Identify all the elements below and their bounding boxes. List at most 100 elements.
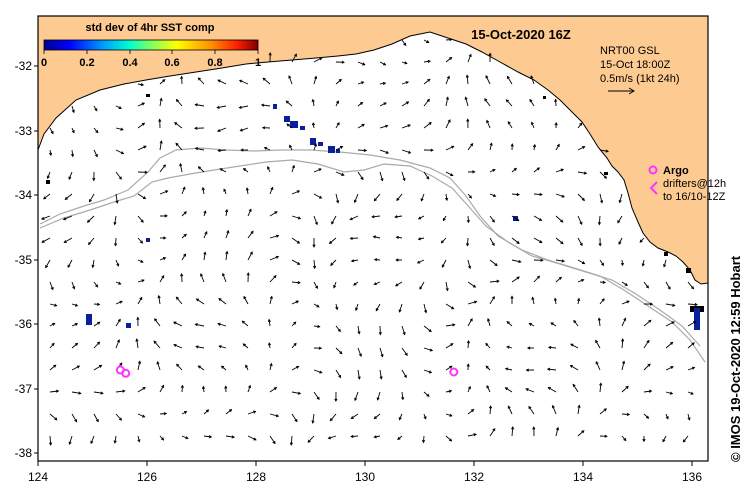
current-vector-head [100,391,104,395]
argo-legend-line2: to 16/10-12Z [663,191,726,203]
current-vector-head [161,384,165,388]
current-vector [49,390,59,393]
current-vector-head [473,300,478,304]
current-vector-head [239,128,243,132]
current-vector [533,167,540,173]
current-vector [291,215,301,219]
current-vector [466,237,469,246]
current-vector [67,259,73,268]
current-vector [114,215,117,225]
current-vector [87,215,95,223]
current-vector-head [217,148,221,153]
current-vector [467,301,477,305]
colorbar-tick: 0 [41,57,47,69]
current-vector [577,122,583,129]
current-vector [555,259,565,262]
current-vector [350,215,359,221]
current-vector [286,100,293,107]
current-vector-head [547,387,551,390]
current-vector-head [154,318,158,322]
current-vector-head [440,240,444,244]
current-vector [93,365,102,371]
current-vector-head [427,78,431,82]
current-vector [552,405,557,415]
current-vector-head [402,331,406,336]
current-vector-head [622,360,626,364]
current-vector-head [117,339,120,343]
current-vector-head [516,192,520,197]
map-frame [37,15,709,462]
current-vector-head [560,168,565,172]
current-vector-head [71,109,75,114]
current-vector-head [649,302,654,306]
current-vector [291,343,297,349]
current-vector [357,369,360,379]
current-vector-head [449,56,453,60]
current-vector-head [642,438,646,443]
current-vector-head [45,265,49,269]
current-vector-head [297,261,301,265]
current-vector-head [554,98,558,102]
current-vector-head [513,167,518,171]
current-vector [43,193,51,200]
current-vector-head [98,364,103,368]
current-vector [423,99,430,107]
current-vector-head [471,409,475,413]
current-vector-head [484,98,488,102]
current-vector [643,413,649,419]
current-legend-line1: NRT00 GSL [600,45,660,57]
current-vector-head [354,397,358,402]
current-vector [176,363,183,371]
current-vector [533,237,543,243]
current-vector-head [222,272,225,277]
current-vector [196,298,205,305]
current-vector [599,193,603,203]
current-vector-head [242,343,246,347]
current-vector [555,99,557,107]
current-vector-head [70,153,75,158]
current-vector [621,300,630,305]
current-vector [71,303,78,307]
current-legend-line2: 15-Oct 18:00Z [600,59,671,71]
current-vector [489,280,499,283]
current-vector [137,361,141,371]
current-vector-head [142,386,146,390]
current-vector-head [597,222,601,226]
current-vector-head [314,75,318,80]
current-vector-head [595,360,599,365]
current-vector [313,259,316,269]
current-vector-head [620,262,625,267]
current-vector [288,75,293,85]
current-vector-head [536,275,541,279]
current-vector [599,171,607,179]
current-vector [335,325,341,332]
current-vector [156,361,161,371]
current-vector-head [373,258,378,262]
current-vector [547,368,557,371]
current-vector [621,413,630,415]
current-vector [423,122,432,129]
current-vector-head [579,242,583,247]
current-vector-head [691,286,695,290]
current-vector [71,149,74,157]
current-vector-head [183,233,187,237]
current-vector [643,390,652,393]
current-vector-head [95,130,99,134]
current-vector-head [450,173,454,177]
current-vector-head [561,259,566,263]
current-vector [239,79,249,85]
current-vector-head [623,437,627,442]
current-vector-head [72,286,76,290]
current-vector-head [449,438,453,442]
current-vector-head [50,286,54,291]
current-vector-head [269,362,273,367]
current-vector-head [76,365,81,369]
current-vector-head [540,258,544,262]
y-axis: -32 -33 -34 -35 -36 -37 -38 [15,59,33,460]
current-vector-head [253,437,257,441]
current-vector [357,81,364,85]
current-vector-head [285,100,289,104]
current-vector [49,281,54,290]
current-vector [445,145,454,151]
current-vector-head [288,75,292,79]
